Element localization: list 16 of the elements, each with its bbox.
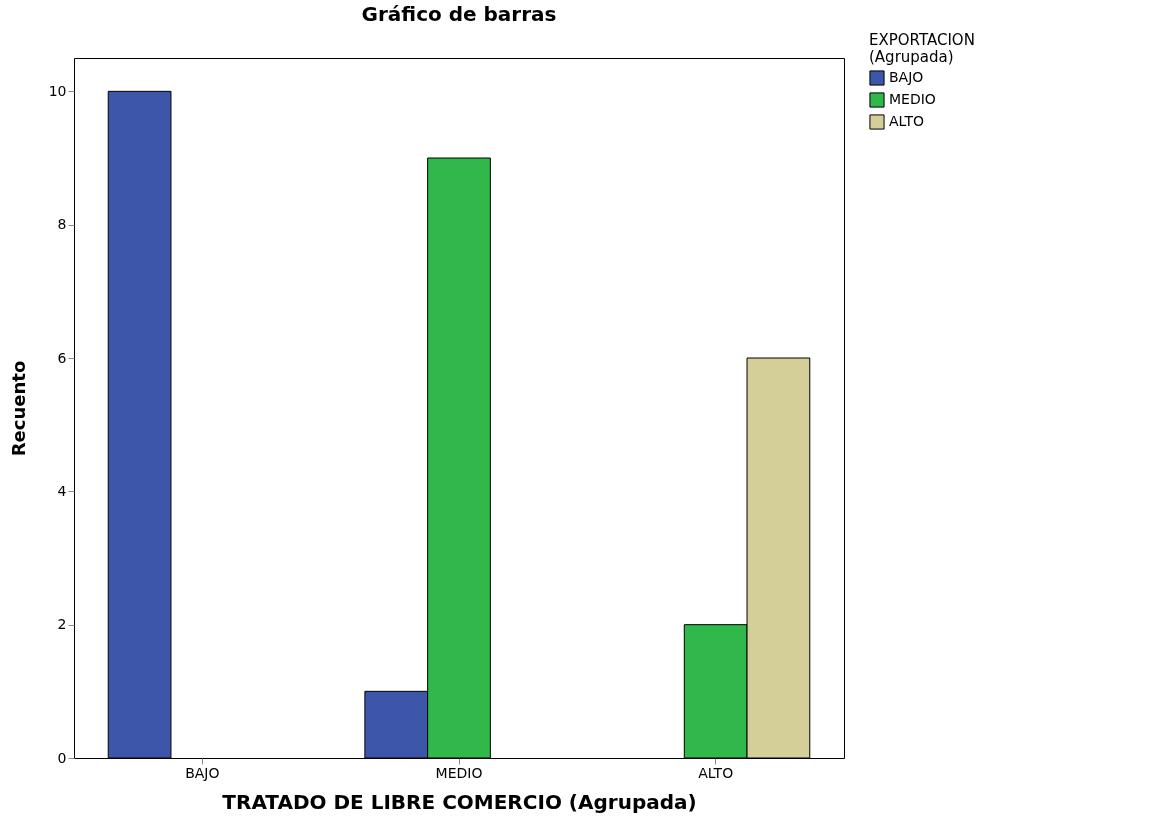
legend-label: ALTO xyxy=(889,113,925,129)
y-tick-label: 4 xyxy=(57,482,67,499)
y-tick-label: 6 xyxy=(57,349,67,366)
x-axis-title: TRATADO DE LIBRE COMERCIO (Agrupada) xyxy=(222,789,697,814)
y-tick-label: 2 xyxy=(57,616,67,633)
legend-title: EXPORTACION (Agrupada) xyxy=(869,31,975,66)
x-tick-label: MEDIO xyxy=(435,764,483,781)
legend-label: MEDIO xyxy=(889,91,936,107)
y-axis-title: Recuento xyxy=(7,360,29,457)
y-tick-label: 10 xyxy=(48,82,67,99)
x-tick-label: BAJO xyxy=(185,764,220,781)
y-tick-label: 8 xyxy=(57,216,67,233)
x-tick-label: ALTO xyxy=(698,764,734,781)
legend-label: BAJO xyxy=(889,69,924,85)
chart-title: Gráfico de barras xyxy=(361,2,557,26)
y-tick-label: 0 xyxy=(57,749,67,766)
